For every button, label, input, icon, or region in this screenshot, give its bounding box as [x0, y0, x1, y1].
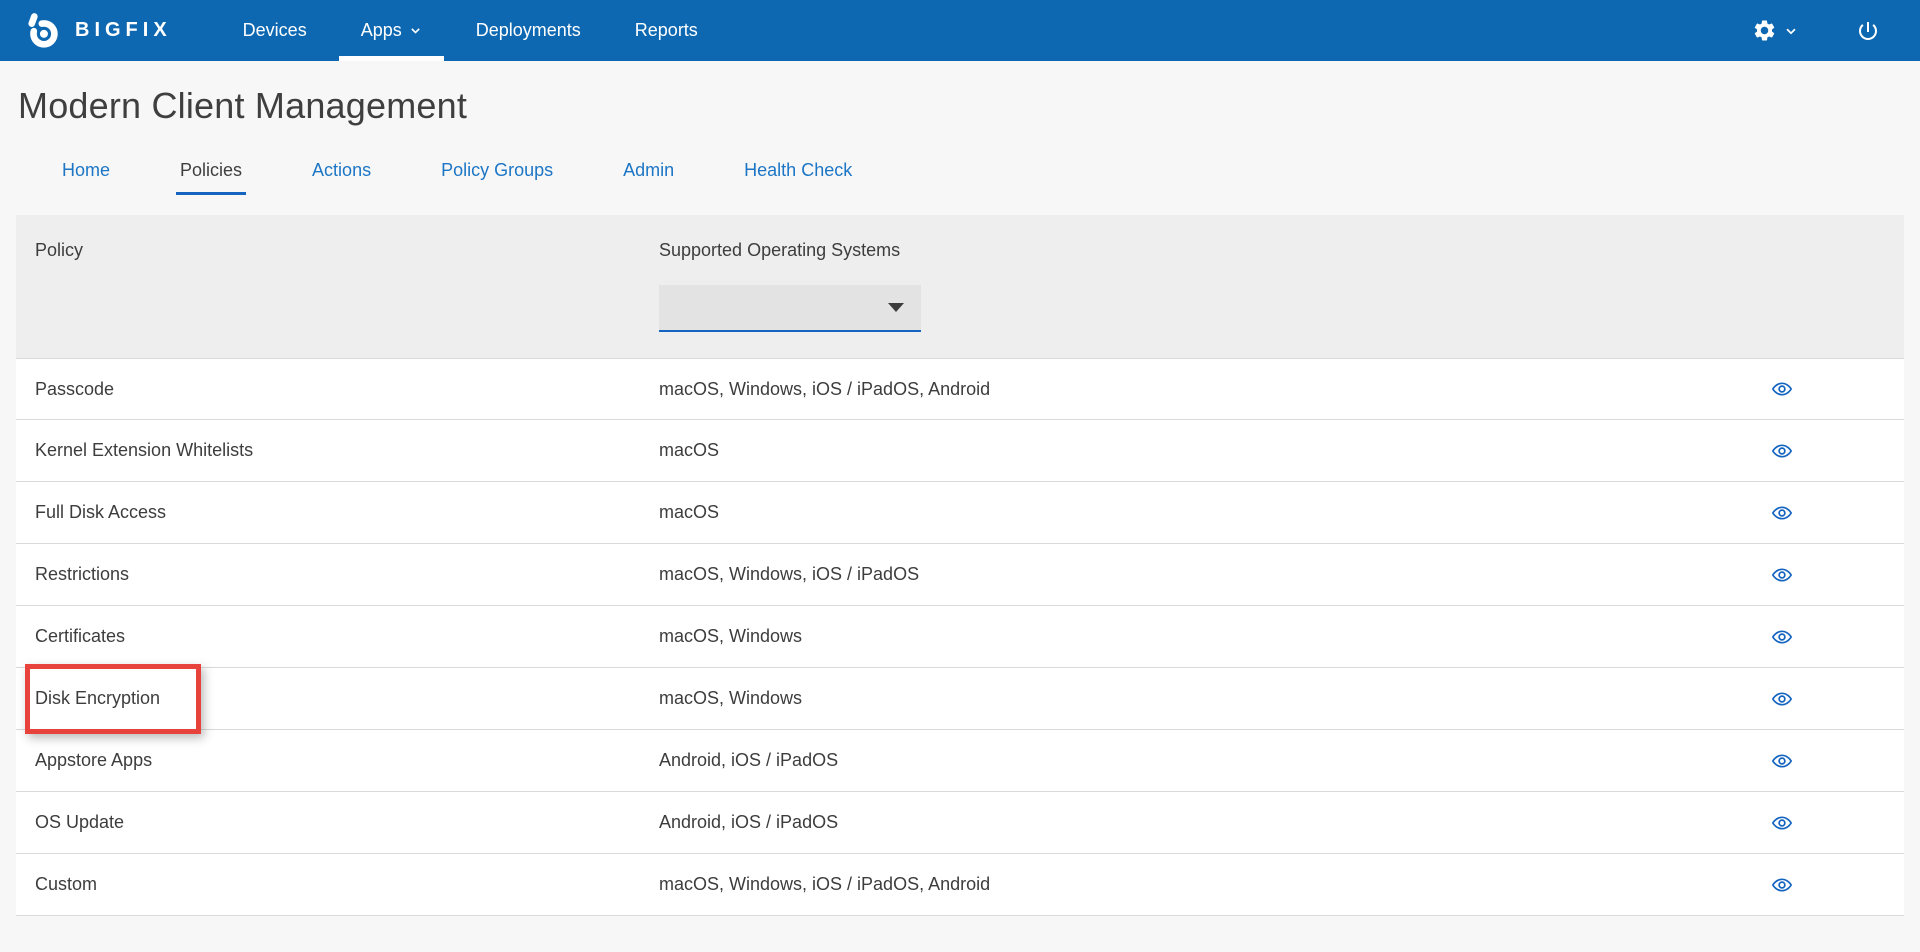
- view-policy-button[interactable]: [1764, 681, 1800, 717]
- policy-name: Passcode: [35, 378, 115, 399]
- os-filter-dropdown[interactable]: [659, 285, 921, 332]
- view-policy-button[interactable]: [1764, 743, 1800, 779]
- eye-icon: [1771, 440, 1793, 462]
- nav-item-label: Apps: [360, 20, 402, 40]
- policy-table-header: Policy Supported Operating Systems: [16, 215, 1904, 358]
- table-row[interactable]: Disk Encryption macOS, Windows: [16, 664, 1904, 734]
- tab-policy-groups[interactable]: Policy Groups: [441, 160, 554, 180]
- policy-supported-os: macOS, Windows: [659, 626, 803, 646]
- policy-table-body: Passcode macOS, Windows, iOS / iPadOS, A…: [16, 358, 1904, 916]
- table-row[interactable]: Full Disk Access macOS: [16, 482, 1904, 544]
- nav-item-reports[interactable]: Reports: [608, 0, 725, 61]
- policy-name: Restrictions: [35, 564, 130, 584]
- table-row[interactable]: Kernel Extension Whitelists macOS: [16, 420, 1904, 482]
- page-title: Modern Client Management: [18, 85, 468, 126]
- top-nav: BIGFIX Devices Apps Deployments Reports: [0, 0, 1920, 61]
- column-header-policy: Policy: [35, 240, 84, 260]
- eye-icon: [1771, 378, 1793, 400]
- eye-icon: [1771, 750, 1793, 772]
- table-row[interactable]: Appstore Apps Android, iOS / iPadOS: [16, 730, 1904, 792]
- policy-name: Kernel Extension Whitelists: [35, 440, 254, 460]
- bigfix-logo-icon: [24, 12, 62, 50]
- nav-item-label: Deployments: [475, 20, 581, 40]
- nav-item-deployments[interactable]: Deployments: [449, 0, 608, 61]
- policy-name: Custom: [35, 874, 98, 894]
- settings-gear-button[interactable]: [1752, 18, 1798, 43]
- policy-supported-os: macOS, Windows, iOS / iPadOS, Android: [659, 378, 991, 399]
- eye-icon: [1771, 502, 1793, 524]
- gear-icon: [1752, 18, 1777, 43]
- policy-supported-os: macOS, Windows, iOS / iPadOS, Android: [659, 874, 991, 894]
- policy-supported-os: Android, iOS / iPadOS: [659, 812, 839, 832]
- tab-home[interactable]: Home: [62, 160, 111, 180]
- tab-actions[interactable]: Actions: [312, 160, 372, 180]
- logout-button[interactable]: [1856, 19, 1880, 43]
- nav-item-label: Devices: [242, 20, 307, 40]
- tab-health-check[interactable]: Health Check: [744, 160, 853, 180]
- nav-right-controls: [1752, 0, 1880, 61]
- chevron-down-icon: [1784, 24, 1798, 38]
- policy-name: Full Disk Access: [35, 502, 167, 522]
- table-row[interactable]: Restrictions macOS, Windows, iOS / iPadO…: [16, 544, 1904, 606]
- policy-name: Appstore Apps: [35, 750, 153, 770]
- view-policy-button[interactable]: [1764, 557, 1800, 593]
- nav-item-devices[interactable]: Devices: [216, 0, 334, 61]
- chevron-down-icon: [409, 24, 422, 37]
- brand-text: BIGFIX: [75, 19, 172, 41]
- eye-icon: [1771, 812, 1793, 834]
- eye-icon: [1771, 688, 1793, 710]
- column-header-supported-os: Supported Operating Systems: [659, 240, 901, 260]
- view-policy-button[interactable]: [1764, 371, 1800, 407]
- policy-supported-os: macOS, Windows, iOS / iPadOS: [659, 564, 920, 584]
- table-row[interactable]: Certificates macOS, Windows: [16, 606, 1904, 668]
- nav-items: Devices Apps Deployments Reports: [216, 0, 725, 61]
- policy-name: Certificates: [35, 626, 126, 646]
- view-policy-button[interactable]: [1764, 433, 1800, 469]
- power-icon: [1856, 19, 1880, 43]
- policy-name: Disk Encryption: [35, 688, 161, 708]
- policy-supported-os: macOS: [659, 440, 720, 460]
- view-policy-button[interactable]: [1764, 619, 1800, 655]
- policy-supported-os: macOS: [659, 502, 720, 522]
- table-row[interactable]: OS Update Android, iOS / iPadOS: [16, 792, 1904, 854]
- eye-icon: [1771, 564, 1793, 586]
- tab-admin[interactable]: Admin: [623, 160, 675, 180]
- table-row[interactable]: Passcode macOS, Windows, iOS / iPadOS, A…: [16, 358, 1904, 420]
- policy-name: OS Update: [35, 812, 125, 832]
- table-row[interactable]: Custom macOS, Windows, iOS / iPadOS, And…: [16, 854, 1904, 916]
- view-policy-button[interactable]: [1764, 495, 1800, 531]
- policy-supported-os: macOS, Windows: [659, 688, 803, 708]
- active-nav-underline: [338, 56, 444, 61]
- nav-item-apps[interactable]: Apps: [334, 0, 449, 61]
- tab-policies[interactable]: Policies: [176, 160, 247, 195]
- view-policy-button[interactable]: [1764, 867, 1800, 903]
- eye-icon: [1771, 626, 1793, 648]
- eye-icon: [1771, 874, 1793, 896]
- nav-item-label: Reports: [634, 20, 698, 40]
- tab-bar: Home Policies Actions Policy Groups Admi…: [58, 160, 1920, 195]
- view-policy-button[interactable]: [1764, 805, 1800, 841]
- policy-supported-os: Android, iOS / iPadOS: [659, 750, 839, 770]
- dropdown-arrow-icon: [888, 303, 904, 312]
- bigfix-logo[interactable]: BIGFIX: [24, 0, 172, 61]
- policy-table: Policy Supported Operating Systems Passc…: [16, 215, 1904, 916]
